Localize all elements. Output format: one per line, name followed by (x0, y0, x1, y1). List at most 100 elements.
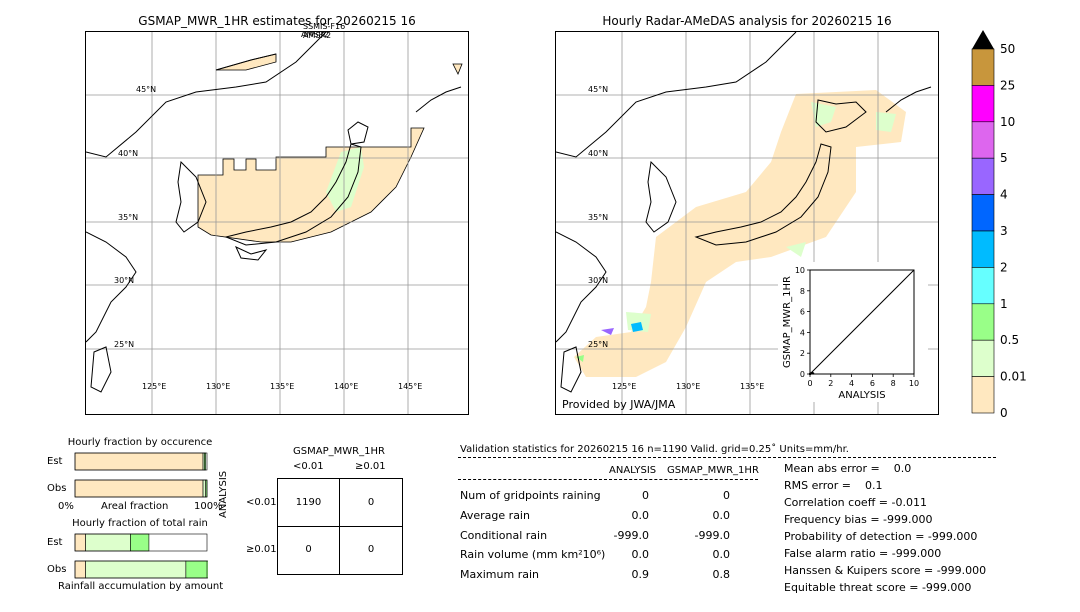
colorbar-label: 5 (1000, 151, 1008, 165)
colorbar-label: 2 (1000, 260, 1008, 274)
validation-row-a: 0.0 (631, 548, 650, 561)
colorbar: 50 25 10 5 4 3 2 1 0.5 0.01 0 (970, 30, 1030, 420)
right-lat-40: 40°N (588, 149, 608, 158)
left-sat-label-2: AMSR2 (301, 32, 329, 39)
right-map-title: Hourly Radar-AMeDAS analysis for 2026021… (602, 14, 892, 28)
validation-row-label: Average rain (460, 509, 530, 522)
score-line: Frequency bias = -999.000 (784, 513, 933, 526)
validation-row-g: 0 (723, 489, 730, 502)
occurrence-axis-right: 100% (194, 501, 223, 512)
validation-row-a: 0 (642, 489, 649, 502)
contingency-col-2: ≥0.01 (355, 461, 386, 472)
scatter-ytick-label: 8 (800, 287, 805, 296)
scatter-xtick-label: 8 (891, 379, 896, 388)
left-lat-40: 40°N (118, 149, 138, 158)
left-rain-light (326, 147, 364, 212)
colorbar-box (971, 194, 995, 232)
left-sat-amsr2: AMSR2 (303, 31, 332, 40)
fraction-bar-segment (202, 479, 206, 498)
validation-row-a: 0.0 (631, 509, 650, 522)
total-svg (74, 533, 216, 579)
right-lon-130: 130°E (676, 382, 700, 391)
occurrence-row-est: Est (47, 456, 63, 467)
validation-row-a: 0.9 (631, 568, 650, 581)
scatter-ytick-label: 10 (795, 266, 805, 275)
validation-row-g: 0.0 (712, 548, 731, 561)
colorbar-label: 25 (1000, 78, 1015, 92)
contingency-cell-12: 0 (367, 497, 375, 508)
left-grid (86, 32, 468, 414)
score-line: Correlation coeff = -0.011 (784, 496, 927, 509)
total-footer: Rainfall accumulation by amount (58, 581, 224, 592)
score-line: Mean abs error = 0.0 (784, 462, 912, 475)
provider-label: Provided by JWA/JMA (562, 398, 676, 411)
colorbar-label: 1 (1000, 297, 1008, 311)
occurrence-chart (74, 451, 208, 498)
scatter-ylabel: GSMAP_MWR_1HR (782, 276, 793, 368)
fraction-bar-segment (74, 452, 204, 471)
contingency-cell-22: 0 (367, 544, 375, 555)
contingency-row-1: <0.01 (246, 497, 277, 508)
validation-row-label: Conditional rain (460, 529, 548, 542)
colorbar-svg: 50 25 10 5 4 3 2 1 0.5 0.01 0 (971, 30, 1027, 420)
scatter-xtick-label: 4 (849, 379, 854, 388)
left-map-title: GSMAP_MWR_1HR estimates for 20260215 16 (138, 14, 416, 28)
fraction-bar-segment (85, 560, 187, 579)
total-title: Hourly fraction of total rain (72, 518, 208, 529)
fraction-bar-segment (74, 533, 86, 552)
score-line: RMS error = 0.1 (784, 479, 883, 492)
fraction-bar-segment (185, 560, 216, 579)
left-rain-area (197, 127, 425, 243)
colorbar-box (971, 376, 995, 414)
validation-header: Validation statistics for 20260215 16 n=… (460, 444, 849, 455)
scatter-ytick-label: 0 (800, 370, 805, 379)
occurrence-row-obs: Obs (47, 483, 67, 494)
score-line: Equitable threat score = -999.000 (784, 581, 972, 594)
colorbar-box (971, 48, 995, 86)
scatter-xtick-label: 10 (909, 379, 919, 388)
left-map: 45°N 40°N 35°N 30°N 25°N 125°E 130°E 135… (85, 31, 469, 415)
validation-row-g: 0.0 (712, 509, 731, 522)
colorbar-box (971, 157, 995, 195)
fraction-bar-outline (74, 479, 208, 498)
right-analysis-area (574, 90, 906, 377)
scatter-svg: 00 2 2 4 4 6 6 8 8 10 10 ANALYSIS GSMAP_MWR_1HR (782, 266, 919, 401)
colorbar-label: 0.5 (1000, 333, 1019, 347)
colorbar-label: 0.01 (1000, 370, 1027, 384)
colorbar-box (971, 303, 995, 341)
validation-row-label: Maximum rain (460, 568, 539, 581)
contingency-cell-11: 1190 (295, 497, 322, 508)
scatter-xtick-label: 6 (870, 379, 875, 388)
colorbar-label: 10 (1000, 115, 1015, 129)
colorbar-label: 50 (1000, 42, 1015, 56)
right-lat-35: 35°N (588, 213, 608, 222)
total-chart (74, 532, 216, 579)
fraction-bar-segment (130, 533, 150, 552)
contingency-cell-21: 0 (305, 544, 312, 555)
scatter-ytick-label: 4 (800, 328, 805, 337)
contingency-col-1: <0.01 (293, 461, 324, 472)
score-line: False alarm ratio = -999.000 (784, 547, 942, 560)
colorbar-box (971, 267, 995, 305)
fraction-bar-outline (74, 533, 208, 552)
occurrence-svg (74, 452, 208, 498)
colorbar-box (971, 121, 995, 159)
left-lon-135: 135°E (270, 382, 294, 391)
left-lon-145: 145°E (398, 382, 422, 391)
right-lat-25: 25°N (588, 340, 608, 349)
left-lat-45: 45°N (136, 85, 156, 94)
right-lat-30: 30°N (588, 276, 608, 285)
scatter-inset: 0 0 2 2 4 4 6 6 8 8 10 10 ANALYSIS GSMAP_MWR_1HR (778, 262, 928, 402)
scatter-xtick-label: 2 (828, 379, 833, 388)
left-lat-25: 25°N (114, 340, 134, 349)
contingency-title: GSMAP_MWR_1HR (293, 446, 385, 457)
left-lon-130: 130°E (206, 382, 230, 391)
colorbar-box (971, 230, 995, 268)
score-line: Hanssen & Kuipers score = -999.000 (784, 564, 987, 577)
fraction-bar-segment (74, 479, 204, 498)
colorbar-label: 0 (1000, 406, 1008, 420)
fraction-bar-segment (204, 452, 206, 471)
validation-header-rule (458, 457, 996, 458)
scatter-point (811, 372, 815, 375)
left-rain-patch-ne (452, 63, 463, 75)
